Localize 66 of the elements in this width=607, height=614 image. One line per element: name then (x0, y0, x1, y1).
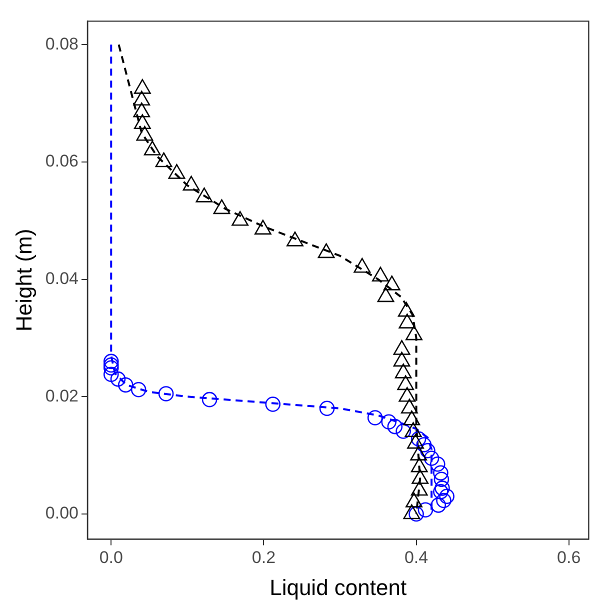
point (196, 188, 213, 202)
point (383, 276, 400, 290)
point (103, 366, 119, 382)
point (387, 418, 403, 434)
y-tick-label: 0.04 (45, 269, 78, 288)
y-tick-label: 0.00 (45, 504, 78, 523)
point (430, 456, 446, 472)
point (168, 164, 186, 179)
point (133, 102, 150, 118)
point (254, 220, 272, 235)
point (381, 414, 396, 430)
point (420, 442, 436, 458)
point (406, 325, 422, 340)
point (130, 382, 146, 398)
point (418, 502, 434, 518)
point (136, 126, 154, 141)
point (424, 450, 440, 466)
point (103, 354, 119, 370)
point (433, 465, 448, 481)
point (118, 377, 134, 393)
point (213, 199, 230, 214)
point (144, 140, 161, 156)
point (372, 266, 389, 282)
point (182, 176, 200, 191)
point (103, 360, 119, 376)
point (393, 340, 410, 355)
point (367, 410, 383, 426)
point (434, 472, 450, 488)
point (134, 79, 151, 94)
point (354, 258, 371, 273)
point (232, 211, 249, 226)
point (434, 480, 450, 496)
point (134, 114, 151, 130)
point (393, 352, 410, 367)
point (110, 371, 126, 387)
x-tick-label: 0.4 (404, 548, 428, 568)
point (103, 357, 119, 373)
point (439, 488, 454, 504)
point (397, 375, 414, 390)
point (416, 437, 432, 452)
point (396, 424, 411, 439)
y-tick-label: 0.02 (45, 386, 78, 406)
y-tick-label: 0.06 (45, 152, 78, 171)
point (433, 484, 448, 500)
point (398, 302, 415, 317)
point (319, 400, 335, 416)
point (436, 492, 452, 508)
point (430, 498, 446, 513)
x-axis-title: Liquid content (270, 574, 407, 600)
point (286, 232, 304, 246)
x-tick-label: 0.2 (252, 548, 276, 568)
y-axis-title: Height (m) (11, 228, 36, 332)
x-tick-label: 0.6 (557, 548, 581, 568)
x-tick-label: 0.0 (99, 548, 123, 568)
y-tick-label: 0.08 (45, 34, 78, 54)
point (133, 90, 150, 106)
point (265, 396, 281, 412)
point (408, 506, 424, 522)
point (410, 431, 426, 447)
point (158, 386, 174, 402)
point (394, 364, 412, 378)
point (202, 392, 218, 408)
point (318, 243, 335, 258)
point (155, 152, 172, 168)
point (377, 287, 394, 302)
point (398, 314, 416, 328)
